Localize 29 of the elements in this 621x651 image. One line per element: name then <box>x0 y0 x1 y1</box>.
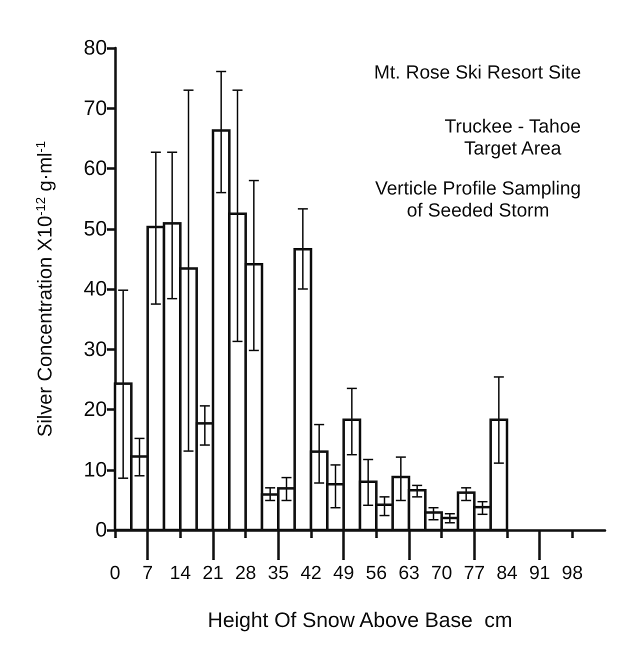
y-tick-label: 50 <box>84 217 107 240</box>
x-tick-label: 98 <box>562 563 583 584</box>
y-tick-label: 30 <box>84 338 107 361</box>
x-tick-label: 56 <box>366 563 387 584</box>
x-tick-label: 21 <box>202 563 224 584</box>
y-axis-title: Silver Concentration X10-12 g·ml-1 <box>33 140 56 438</box>
x-tick-label: 42 <box>300 563 322 584</box>
y-tick-label: 20 <box>84 398 107 421</box>
annotation: Verticle Profile Sampling of Seeded Storm <box>375 178 582 222</box>
y-tick-label: 60 <box>84 157 107 180</box>
x-tick-label: 49 <box>333 563 354 584</box>
x-tick-label: 70 <box>431 563 452 584</box>
x-tick-label: 28 <box>235 563 256 584</box>
x-tick-label: 35 <box>268 563 289 584</box>
y-tick-label: 10 <box>84 458 107 482</box>
x-tick-label: 63 <box>398 563 420 584</box>
x-tick-label: 91 <box>529 563 550 584</box>
y-tick-label: 70 <box>84 96 107 120</box>
x-axis-title: Height Of Snow Above Base cm <box>208 609 512 632</box>
annotation: Truckee - Tahoe Target Area <box>444 116 581 160</box>
x-tick-label: 14 <box>170 563 192 584</box>
y-tick-label: 80 <box>84 36 107 60</box>
annotation: Mt. Rose Ski Resort Site <box>374 62 581 84</box>
x-tick-label: 0 <box>110 563 120 584</box>
y-tick-label: 0 <box>95 518 107 542</box>
x-tick-label: 77 <box>464 563 485 584</box>
x-tick-label: 84 <box>496 563 518 584</box>
x-tick-label: 7 <box>142 563 153 584</box>
y-tick-label: 40 <box>84 278 107 300</box>
